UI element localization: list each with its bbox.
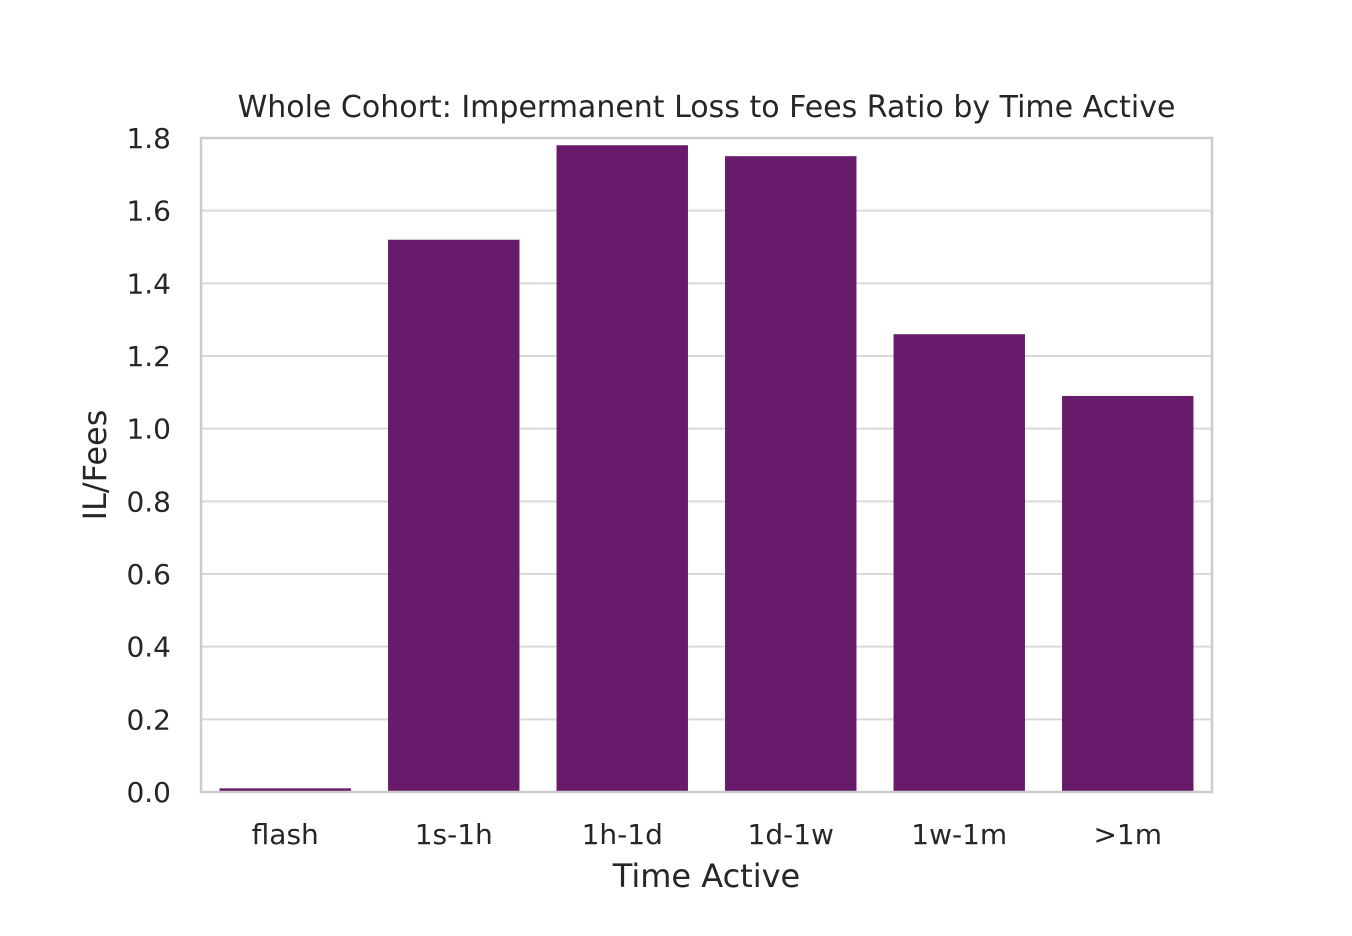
y-axis-label: IL/Fees — [76, 410, 114, 521]
y-tick-label: 1.6 — [126, 195, 171, 228]
bar-1d1w — [725, 156, 857, 792]
x-tick-label: 1w-1m — [911, 818, 1007, 851]
gridlines — [201, 137, 1212, 793]
x-tick-label: 1h-1d — [582, 818, 663, 851]
x-tick-label: flash — [252, 818, 319, 851]
y-tick-label: 0.0 — [126, 776, 171, 809]
bar-1w1m — [893, 334, 1025, 792]
y-tick-label: 1.2 — [126, 340, 171, 373]
y-tick-label: 1.4 — [126, 267, 171, 300]
x-tick-label: 1d-1w — [748, 818, 834, 851]
bar-1h1d — [556, 145, 688, 792]
y-tick-label: 0.8 — [126, 485, 171, 518]
bar-1m — [1062, 395, 1194, 792]
x-tick-label: >1m — [1093, 818, 1162, 851]
y-tick-label: 1.8 — [126, 122, 171, 155]
y-tick-label: 0.4 — [126, 631, 171, 664]
bar-flash — [219, 788, 351, 792]
y-tick-label: 1.0 — [126, 413, 171, 446]
bar-1s1h — [388, 239, 520, 792]
x-tick-labels: flash 1s-1h 1h-1d 1d-1w 1w-1m >1m — [252, 818, 1162, 851]
y-tick-label: 0.6 — [126, 558, 171, 591]
bars — [219, 145, 1194, 792]
y-tick-label: 0.2 — [126, 703, 171, 736]
y-tick-labels: 0.0 0.2 0.4 0.6 0.8 1.0 1.2 1.4 1.6 1.8 — [126, 122, 171, 809]
chart-title: Whole Cohort: Impermanent Loss to Fees R… — [238, 90, 1176, 125]
plot-frame — [199, 136, 1214, 794]
x-tick-label: 1s-1h — [415, 818, 493, 851]
x-axis-label: Time Active — [612, 857, 800, 895]
